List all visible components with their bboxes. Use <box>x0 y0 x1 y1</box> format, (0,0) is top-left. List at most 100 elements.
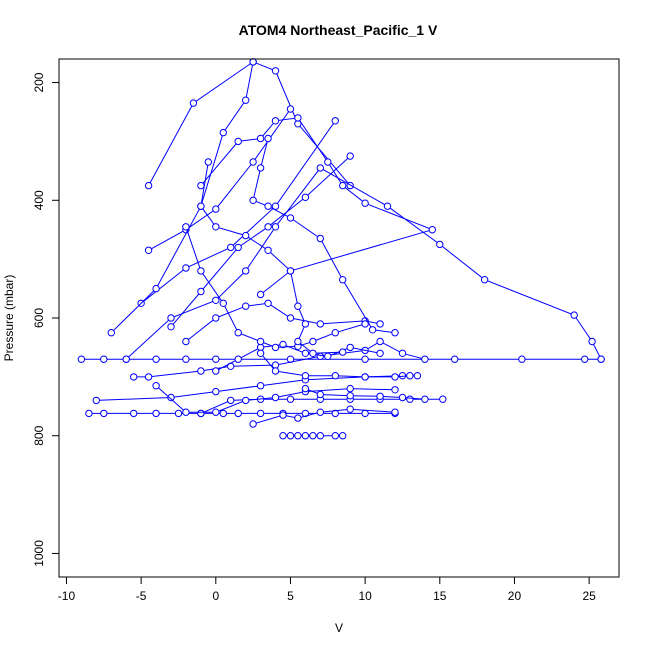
data-point <box>406 395 414 403</box>
data-point <box>309 337 317 346</box>
data-point <box>152 382 160 390</box>
series-line <box>185 226 366 348</box>
series-15 <box>182 299 384 346</box>
series-20 <box>301 384 429 403</box>
data-point <box>242 302 250 310</box>
data-point <box>242 231 250 240</box>
data-point <box>212 367 220 375</box>
data-point <box>264 246 272 255</box>
data-point <box>286 395 295 403</box>
data-point <box>242 396 250 405</box>
x-axis-label: V <box>335 621 343 635</box>
data-point <box>309 432 317 440</box>
data-point <box>256 382 265 390</box>
data-point <box>339 348 347 356</box>
series-13 <box>279 432 347 440</box>
data-point <box>100 409 108 418</box>
data-point <box>279 411 287 419</box>
data-point <box>92 396 101 405</box>
data-point <box>428 226 436 234</box>
series-10 <box>197 395 447 418</box>
x-tick-label: -10 <box>58 589 76 603</box>
data-point <box>376 349 384 357</box>
series-line <box>252 408 396 425</box>
data-point <box>234 355 242 363</box>
data-point <box>85 409 93 418</box>
y-tick-label: 400 <box>32 190 46 210</box>
data-point <box>256 337 265 346</box>
x-tick-label: 25 <box>582 589 596 603</box>
series-line <box>125 167 602 360</box>
data-point <box>167 323 175 331</box>
data-point <box>368 326 377 334</box>
data-point <box>301 432 310 440</box>
series-2 <box>144 105 295 255</box>
series-0 <box>144 58 354 190</box>
data-point <box>518 355 526 363</box>
data-point <box>130 409 138 418</box>
data-point <box>256 134 265 143</box>
x-tick-label: -5 <box>136 589 147 603</box>
series-layer <box>77 58 605 440</box>
data-point <box>100 355 108 363</box>
data-point <box>331 372 339 380</box>
data-point <box>271 67 280 75</box>
series-line <box>110 61 254 334</box>
data-point <box>144 181 153 190</box>
data-point <box>249 196 257 205</box>
data-point <box>167 314 175 322</box>
data-point <box>197 267 205 275</box>
data-point <box>264 202 272 210</box>
data-point <box>413 372 422 380</box>
data-point <box>331 329 339 337</box>
series-line <box>185 302 381 342</box>
y-tick-label: 1000 <box>32 540 46 567</box>
data-point <box>361 355 369 363</box>
data-point <box>144 246 153 255</box>
data-point <box>182 408 190 416</box>
data-point <box>152 355 160 363</box>
data-point <box>361 199 369 207</box>
series-line <box>133 340 426 378</box>
data-point <box>339 432 347 440</box>
data-point <box>316 320 324 328</box>
data-point <box>376 320 384 328</box>
data-point <box>152 409 160 418</box>
series-line <box>215 343 381 372</box>
data-point <box>421 395 429 403</box>
x-tick-label: 15 <box>433 589 447 603</box>
data-point <box>182 264 190 272</box>
data-point <box>376 392 384 400</box>
data-point <box>286 267 295 275</box>
data-point <box>264 134 272 143</box>
data-point <box>588 337 596 346</box>
series-line <box>148 61 351 186</box>
data-point <box>286 314 295 322</box>
data-point <box>144 373 153 381</box>
x-tick-label: 10 <box>358 589 372 603</box>
data-point <box>227 243 235 252</box>
data-point <box>249 420 257 428</box>
series-18 <box>197 158 347 357</box>
data-point <box>294 414 302 422</box>
series-1 <box>137 117 339 307</box>
data-point <box>271 343 280 352</box>
data-point <box>182 223 190 231</box>
data-point <box>294 432 302 440</box>
data-point <box>406 372 414 380</box>
data-point <box>421 355 429 363</box>
data-point <box>212 296 220 304</box>
data-point <box>219 128 228 137</box>
data-point <box>107 329 116 337</box>
series-line <box>155 385 396 413</box>
data-point <box>316 390 324 399</box>
data-point <box>301 384 310 393</box>
data-point <box>256 290 265 299</box>
data-point <box>249 58 257 66</box>
series-3 <box>167 152 354 331</box>
data-point <box>256 409 265 418</box>
x-tick-label: 5 <box>287 589 294 603</box>
data-point <box>234 329 242 337</box>
data-point <box>398 349 407 357</box>
data-point <box>271 393 280 402</box>
